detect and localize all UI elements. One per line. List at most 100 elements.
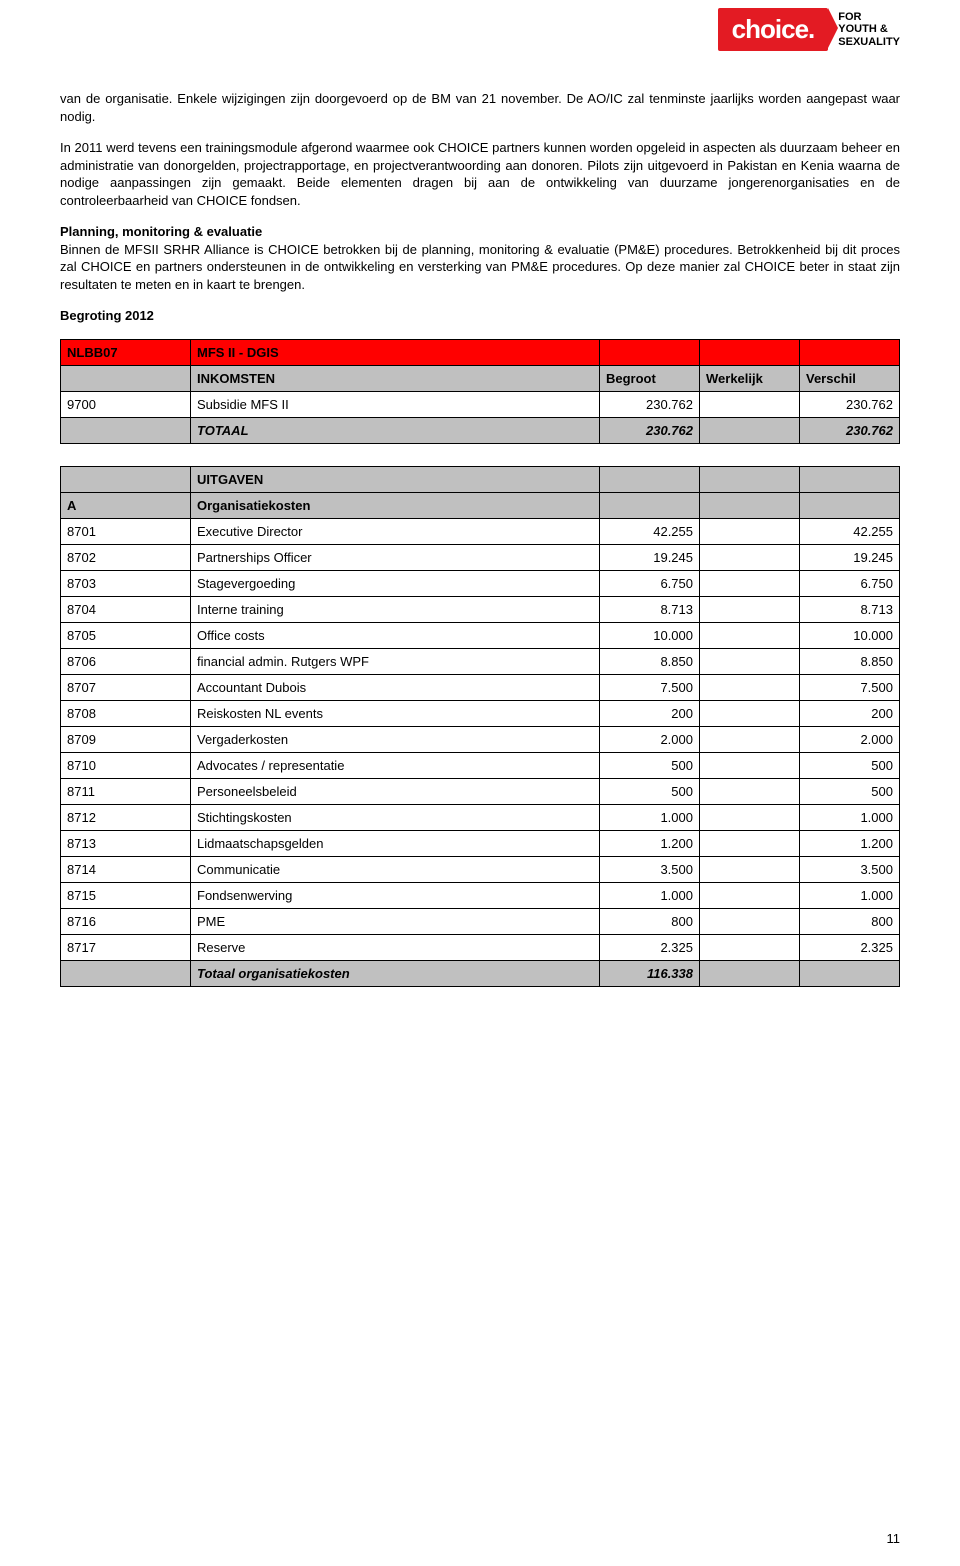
table-cols-row: INKOMSTEN Begroot Werkelijk Verschil [61,366,900,392]
cols-werkelijk: Werkelijk [700,366,800,392]
t2-total-blank [61,961,191,987]
table-row: 8703Stagevergoeding6.7506.750 [61,571,900,597]
table-cell: 8.713 [800,597,900,623]
table-row: 8709Vergaderkosten2.0002.000 [61,727,900,753]
table-cell [700,623,800,649]
table-cell: Personeelsbeleid [191,779,600,805]
table-cell: 1.200 [600,831,700,857]
table-cell: 3.500 [600,857,700,883]
table-cell: 3.500 [800,857,900,883]
table-cell: 800 [800,909,900,935]
table-cell: 1.000 [600,883,700,909]
table-cell: 7.500 [600,675,700,701]
table-cell: 8709 [61,727,191,753]
total-blank [61,418,191,444]
subheader-b2 [700,493,800,519]
uitgaven-b1 [600,467,700,493]
table-row: 8702Partnerships Officer19.24519.245 [61,545,900,571]
table-cell: 200 [600,701,700,727]
uitgaven-b3 [800,467,900,493]
table-cell: 8.850 [800,649,900,675]
begroting-title: Begroting 2012 [60,307,900,325]
table-cell [700,571,800,597]
subheader-code: A [61,493,191,519]
table-cell: 8708 [61,701,191,727]
subheader-b3 [800,493,900,519]
table-cell: 8704 [61,597,191,623]
cols-verschil: Verschil [800,366,900,392]
t2-total-verschil [800,961,900,987]
paragraph-2: In 2011 werd tevens een trainingsmodule … [60,139,900,209]
table-cell: 8707 [61,675,191,701]
logo-area: choice. FOR YOUTH & SEXUALITY [718,8,900,51]
pme-body: Binnen de MFSII SRHR Alliance is CHOICE … [60,242,900,292]
uitgaven-b2 [700,467,800,493]
table-cell: Fondsenwerving [191,883,600,909]
table-cell: 2.000 [800,727,900,753]
table-cell: 8717 [61,935,191,961]
table1-total-row: TOTAAL 230.762 230.762 [61,418,900,444]
table-cell: Stichtingskosten [191,805,600,831]
table-cell [700,727,800,753]
table-row: 8716PME800800 [61,909,900,935]
table-cell: 19.245 [800,545,900,571]
table-cell: 8701 [61,519,191,545]
table-cell: 8710 [61,753,191,779]
table-cell [700,519,800,545]
table-row: 8708Reiskosten NL events200200 [61,701,900,727]
table-row: 8704Interne training8.7138.713 [61,597,900,623]
uitgaven-header-row: UITGAVEN [61,467,900,493]
table-cell: 10.000 [600,623,700,649]
table-uitgaven: UITGAVEN A Organisatiekosten 8701Executi… [60,466,900,987]
table-row: 8706financial admin. Rutgers WPF8.8508.8… [61,649,900,675]
uitgaven-subheader-row: A Organisatiekosten [61,493,900,519]
table-cell [700,857,800,883]
uitgaven-blank [61,467,191,493]
t2-total-label: Totaal organisatiekosten [191,961,600,987]
pme-title: Planning, monitoring & evaluatie [60,224,262,239]
cols-inkomsten: INKOMSTEN [191,366,600,392]
table-cell: 8702 [61,545,191,571]
table-cell: Stagevergoeding [191,571,600,597]
table-cell: 8714 [61,857,191,883]
table-cell: financial admin. Rutgers WPF [191,649,600,675]
table-cell: 8716 [61,909,191,935]
table-cell: 8.713 [600,597,700,623]
table-cell: Office costs [191,623,600,649]
table-cell: 1.000 [600,805,700,831]
table-cell [700,831,800,857]
logo-brand: choice. [718,8,829,51]
logo-tagline-l3: SEXUALITY [838,36,900,48]
table-cell [700,701,800,727]
table-cell [700,779,800,805]
table-cell: 19.245 [600,545,700,571]
table-cell [700,675,800,701]
header-blank3 [800,340,900,366]
table-row: 8717Reserve2.3252.325 [61,935,900,961]
table-cell: 42.255 [800,519,900,545]
table-cell: 2.325 [600,935,700,961]
header-blank1 [600,340,700,366]
table-cell: 8706 [61,649,191,675]
table-row: 8711Personeelsbeleid500500 [61,779,900,805]
table-cell [700,935,800,961]
table-cell: 8712 [61,805,191,831]
table-cell: 6.750 [800,571,900,597]
paragraph-1: van de organisatie. Enkele wijzigingen z… [60,90,900,125]
table-row: 8707Accountant Dubois7.5007.500 [61,675,900,701]
table-row: 8713Lidmaatschapsgelden1.2001.200 [61,831,900,857]
cols-begroot: Begroot [600,366,700,392]
table-cell: 1.200 [800,831,900,857]
table-cell [700,545,800,571]
total-label: TOTAAL [191,418,600,444]
table-cell: 8715 [61,883,191,909]
uitgaven-title: UITGAVEN [191,467,600,493]
content: van de organisatie. Enkele wijzigingen z… [60,90,900,987]
table-row: 8715Fondsenwerving1.0001.000 [61,883,900,909]
table-cell: 2.325 [800,935,900,961]
table-cell [700,392,800,418]
table-cell [700,753,800,779]
logo-tagline-l1: FOR [838,11,900,23]
page-number: 11 [887,1531,901,1546]
table-cell: 1.000 [800,805,900,831]
